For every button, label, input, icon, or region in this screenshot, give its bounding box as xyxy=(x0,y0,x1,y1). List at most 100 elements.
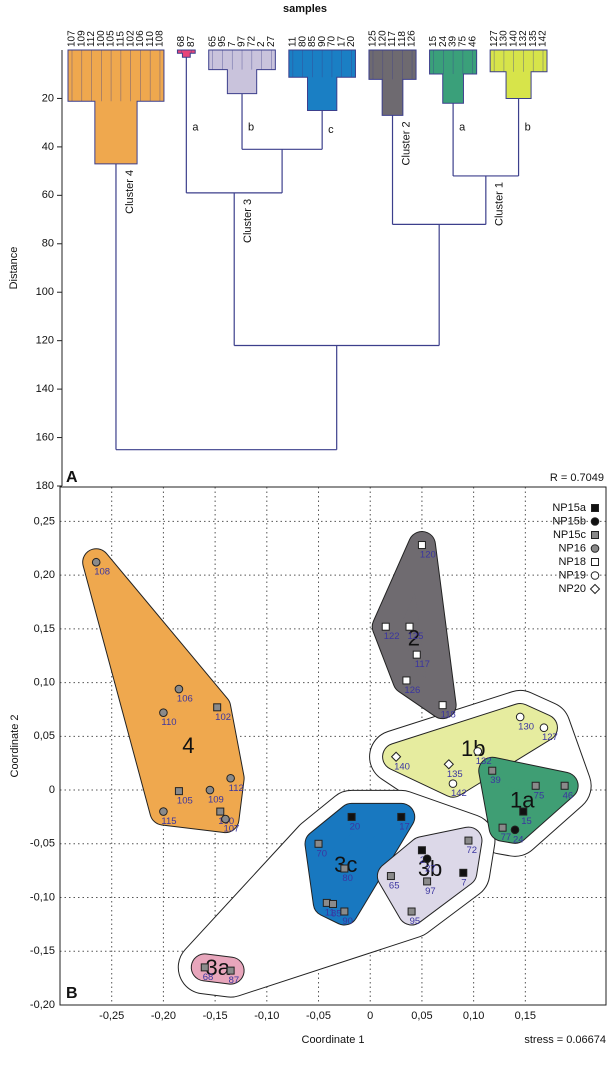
point xyxy=(216,807,225,816)
point xyxy=(329,899,337,908)
legend-marker xyxy=(591,531,599,539)
point-label: 87 xyxy=(229,975,240,986)
x-axis-label: Coordinate 1 xyxy=(302,1034,365,1046)
y-tick-label: 0,15 xyxy=(34,623,55,635)
leaf-label: 107 xyxy=(67,30,78,47)
y-tick-label: 140 xyxy=(36,383,54,395)
cluster-block xyxy=(176,49,196,58)
region-label: 3a xyxy=(205,955,230,980)
x-tick-label: -0,15 xyxy=(203,1010,228,1022)
y-tick-label: 40 xyxy=(42,141,54,153)
point xyxy=(423,877,432,886)
region-label: 2 xyxy=(408,626,420,651)
point xyxy=(226,966,235,975)
point-label: 110 xyxy=(161,717,176,728)
cluster-block xyxy=(489,49,548,99)
point xyxy=(443,759,455,770)
point-label: 107 xyxy=(223,824,239,835)
point-label: 135 xyxy=(447,769,463,780)
point-label: 7 xyxy=(461,877,466,888)
point-label: 112 xyxy=(229,783,244,794)
point-label: 2 xyxy=(420,855,425,866)
leaf-label: 127 xyxy=(489,30,500,47)
point xyxy=(174,787,183,796)
y-tick-label: 160 xyxy=(36,431,54,443)
y-tick-label: 80 xyxy=(42,238,54,250)
y-tick-label: -0,10 xyxy=(30,891,55,903)
point xyxy=(515,712,525,722)
leaf-label: 106 xyxy=(135,30,146,47)
plot-frame xyxy=(59,486,607,1006)
point xyxy=(340,907,349,916)
annotation: R = 0.7049 xyxy=(550,472,604,484)
point-label: 102 xyxy=(215,712,231,723)
cluster-block xyxy=(67,49,165,165)
y-axis-label: Coordinate 2 xyxy=(9,715,21,778)
leaf-label: 20 xyxy=(346,35,357,47)
leaf-label: 135 xyxy=(528,30,539,47)
y-tick-label: 0 xyxy=(49,784,55,796)
y-tick-label: 0,05 xyxy=(34,730,55,742)
point xyxy=(402,676,411,685)
region xyxy=(83,549,244,833)
leaf-label: 24 xyxy=(438,35,449,47)
y-tick-label: -0,15 xyxy=(30,945,55,957)
leaf-label: 126 xyxy=(407,30,418,47)
leaf-label: 125 xyxy=(368,30,379,47)
leaf-label: 142 xyxy=(538,30,549,47)
region-label: 4 xyxy=(182,733,194,758)
point-label: 72 xyxy=(466,845,477,856)
y-tick-label: -0,20 xyxy=(30,999,55,1011)
leaf-label: 70 xyxy=(327,35,338,47)
leaf-label: 100 xyxy=(96,30,107,47)
leaf-label: 68 xyxy=(176,35,187,47)
leaf-label: 11 xyxy=(287,36,298,47)
y-tick-label: 100 xyxy=(36,286,54,298)
point-label: 142 xyxy=(451,788,467,799)
point xyxy=(473,747,483,756)
point-label: 15 xyxy=(521,816,532,827)
leaf-label: 109 xyxy=(76,30,87,47)
leaf-label: 7 xyxy=(227,41,238,47)
leaf-label: 120 xyxy=(377,30,388,47)
point xyxy=(417,541,426,550)
cluster-block xyxy=(208,49,276,95)
point xyxy=(560,781,569,790)
leaf-label: 15 xyxy=(428,35,439,47)
legend-label: NP20 xyxy=(558,583,586,595)
point-label: 46 xyxy=(563,790,574,801)
cluster-label: Cluster 4 xyxy=(124,170,136,214)
point-label: 125 xyxy=(408,631,424,642)
x-tick-label: 0 xyxy=(367,1010,373,1022)
subcluster-label: b xyxy=(248,121,254,133)
point xyxy=(417,846,426,855)
point-label: 140 xyxy=(394,761,410,772)
leaf-label: 72 xyxy=(246,35,257,47)
x-tick-label: 0,05 xyxy=(411,1010,432,1022)
legend-marker xyxy=(589,583,601,595)
point-label: 75 xyxy=(534,790,545,801)
region xyxy=(377,827,482,925)
point-label: 85 xyxy=(331,908,342,919)
point-label: 97 xyxy=(425,886,436,897)
region-label: 1b xyxy=(461,736,485,761)
leaf-label: 118 xyxy=(397,31,408,47)
point xyxy=(159,807,168,816)
legend-label: NP15a xyxy=(552,502,587,514)
leaf-label: 90 xyxy=(317,35,328,47)
point-label: 106 xyxy=(177,694,193,705)
point-label: 70 xyxy=(317,848,328,859)
point xyxy=(438,701,447,710)
y-tick-label: 60 xyxy=(42,189,54,201)
legend-label: NP15c xyxy=(553,529,587,541)
point xyxy=(498,823,507,832)
legend-label: NP18 xyxy=(558,556,586,568)
legend-marker xyxy=(590,517,600,526)
leaf-label: 102 xyxy=(125,30,136,47)
point xyxy=(459,868,468,877)
y-tick-label: 120 xyxy=(36,335,54,347)
point-label: 68 xyxy=(203,972,214,983)
point-label: 115 xyxy=(161,816,176,827)
point-label: 90 xyxy=(342,916,353,927)
point-label: 39 xyxy=(490,775,501,786)
